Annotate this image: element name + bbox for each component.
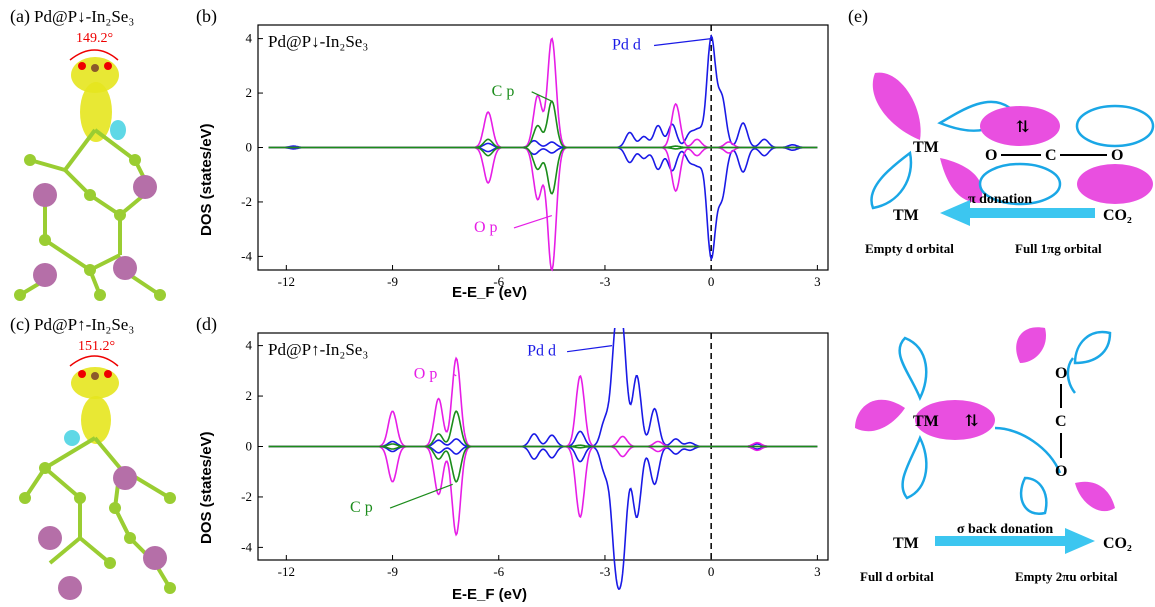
empty-d-orbital-label: Empty d orbital — [865, 241, 954, 256]
y-tick-label: -2 — [241, 489, 252, 504]
arrow-right-icon — [935, 528, 1095, 554]
series-line-o-p-down — [268, 146, 818, 272]
y-tick-label: -4 — [241, 248, 252, 263]
tm-label-top: TM — [913, 139, 939, 156]
chart-b: -12 -9 -6 -3 0 3 -4 -2 0 2 4 Pd@P↓-In₂Se₃ Pd d C p O p — [241, 24, 829, 289]
co2-right-top: CO₂ — [1103, 207, 1132, 224]
schematic-bottom: TM ⇅ O C O σ back donation TM CO₂ Full d… — [855, 327, 1132, 584]
xlabel-b: E-E_F (eV) — [452, 284, 528, 301]
tm-left-top: TM — [893, 207, 919, 224]
y-tick-label: 0 — [246, 439, 253, 454]
x-tick-label: -6 — [493, 564, 504, 579]
arrow-left-icon — [940, 200, 1095, 226]
annotation-arrow — [653, 38, 712, 47]
annotation-label-o-p: O p — [474, 219, 498, 236]
y-tick-label: 2 — [246, 388, 253, 403]
tm-label-bottom: TM — [913, 413, 939, 430]
chart-d: -12 -9 -6 -3 0 3 -4 -2 0 2 4 Pd@P↑-In₂Se₃ Pd d O p C p — [241, 328, 829, 590]
series-line-c-p-down — [268, 146, 818, 195]
full-1pig-label: Full 1πg orbital — [1015, 241, 1102, 256]
ylabel-d-wrap: DOS (states/eV) — [198, 394, 218, 544]
angle-label-a: 149.2° — [76, 31, 113, 46]
full-d-orbital-label: Full d orbital — [860, 569, 934, 584]
co2-right-bottom: CO₂ — [1103, 535, 1132, 552]
y-tick-label: -2 — [241, 194, 252, 209]
panel-d-label: (d) — [196, 314, 217, 334]
series-line-pd-d-down — [268, 445, 818, 590]
series-line-c-p-up — [268, 100, 818, 149]
empty-2piu-label: Empty 2πu orbital — [1015, 569, 1118, 584]
panel-b-label: (b) — [196, 6, 217, 26]
o-top-bottom: O — [1055, 365, 1067, 382]
c-top: C — [1045, 147, 1057, 164]
panel-a-label: (a) — [10, 6, 30, 26]
annotation-label-c-p: C p — [492, 83, 515, 100]
y-tick-label: -4 — [241, 539, 252, 554]
annotation-arrow — [531, 91, 553, 102]
spin-icon: ⇅ — [1016, 119, 1029, 136]
ylabel-b-wrap: DOS (states/eV) — [198, 86, 218, 236]
o-right-top: O — [1111, 147, 1123, 164]
d-lobe — [872, 72, 921, 140]
x-tick-label: -6 — [493, 274, 504, 289]
structure-c: 151.2° — [19, 339, 176, 600]
xlabel-d: E-E_F (eV) — [452, 586, 528, 603]
chart-title: Pd@P↑-In₂Se₃ — [268, 340, 368, 359]
annotation-arrow — [566, 345, 613, 353]
structure-a: 149.2° — [14, 31, 166, 301]
c-bottom: C — [1055, 413, 1067, 430]
x-tick-label: 3 — [814, 274, 821, 289]
x-tick-label: -3 — [600, 274, 611, 289]
pi-donation-label: π donation — [968, 192, 1032, 207]
y-tick-label: 4 — [246, 31, 253, 46]
o-left-top: O — [985, 147, 997, 164]
x-tick-label: -9 — [387, 274, 398, 289]
series-line-c-p-up — [268, 410, 818, 448]
annotation-arrow — [389, 483, 453, 509]
orbital-schematic: TM ⇅ O C O π donation TM CO₂ Empty d orb… — [855, 72, 1155, 584]
chart-title: Pd@P↓-In₂Se₃ — [268, 32, 368, 51]
x-tick-label: -3 — [600, 564, 611, 579]
panel-c-title: Pd@P↑-In₂Se₃ — [34, 315, 135, 334]
annotation-label-pd-d: Pd d — [527, 343, 556, 360]
annotation-label-o-p: O p — [414, 365, 438, 382]
series-line-o-p-down — [268, 445, 818, 537]
schematic-top: TM ⇅ O C O π donation TM CO₂ Empty d orb… — [865, 72, 1155, 256]
x-tick-label: 3 — [814, 564, 821, 579]
y-tick-label: 4 — [246, 338, 253, 353]
annotation-arrow — [453, 373, 457, 377]
panel-e-label: (e) — [848, 6, 868, 26]
x-tick-label: 0 — [708, 274, 715, 289]
ylabel-b: DOS (states/eV) — [198, 123, 215, 236]
x-tick-label: -12 — [278, 564, 295, 579]
panel-c-label: (c) — [10, 314, 30, 334]
annotation-label-c-p: C p — [350, 499, 373, 516]
angle-label-c: 151.2° — [78, 339, 115, 354]
series-line-c-p-down — [268, 445, 818, 483]
spin-icon-bottom: ⇅ — [965, 413, 978, 430]
series-line-o-p-up — [268, 356, 818, 448]
series-line-o-p-up — [268, 37, 818, 149]
annotation-label-pd-d: Pd d — [612, 37, 641, 54]
x-tick-label: -12 — [278, 274, 295, 289]
tm-left-bottom: TM — [893, 535, 919, 552]
panel-a-title: Pd@P↓-In₂Se₃ — [34, 7, 135, 26]
series-line-pd-d-down — [268, 146, 818, 261]
y-tick-label: 2 — [246, 85, 253, 100]
o-bottom-bottom: O — [1055, 463, 1067, 480]
x-tick-label: -9 — [387, 564, 398, 579]
series-line-pd-d-up — [268, 34, 818, 149]
annotation-arrow — [513, 214, 553, 229]
y-tick-label: 0 — [246, 140, 253, 155]
sigma-back-donation-label: σ back donation — [957, 522, 1054, 537]
x-tick-label: 0 — [708, 564, 715, 579]
ylabel-d: DOS (states/eV) — [198, 431, 215, 544]
